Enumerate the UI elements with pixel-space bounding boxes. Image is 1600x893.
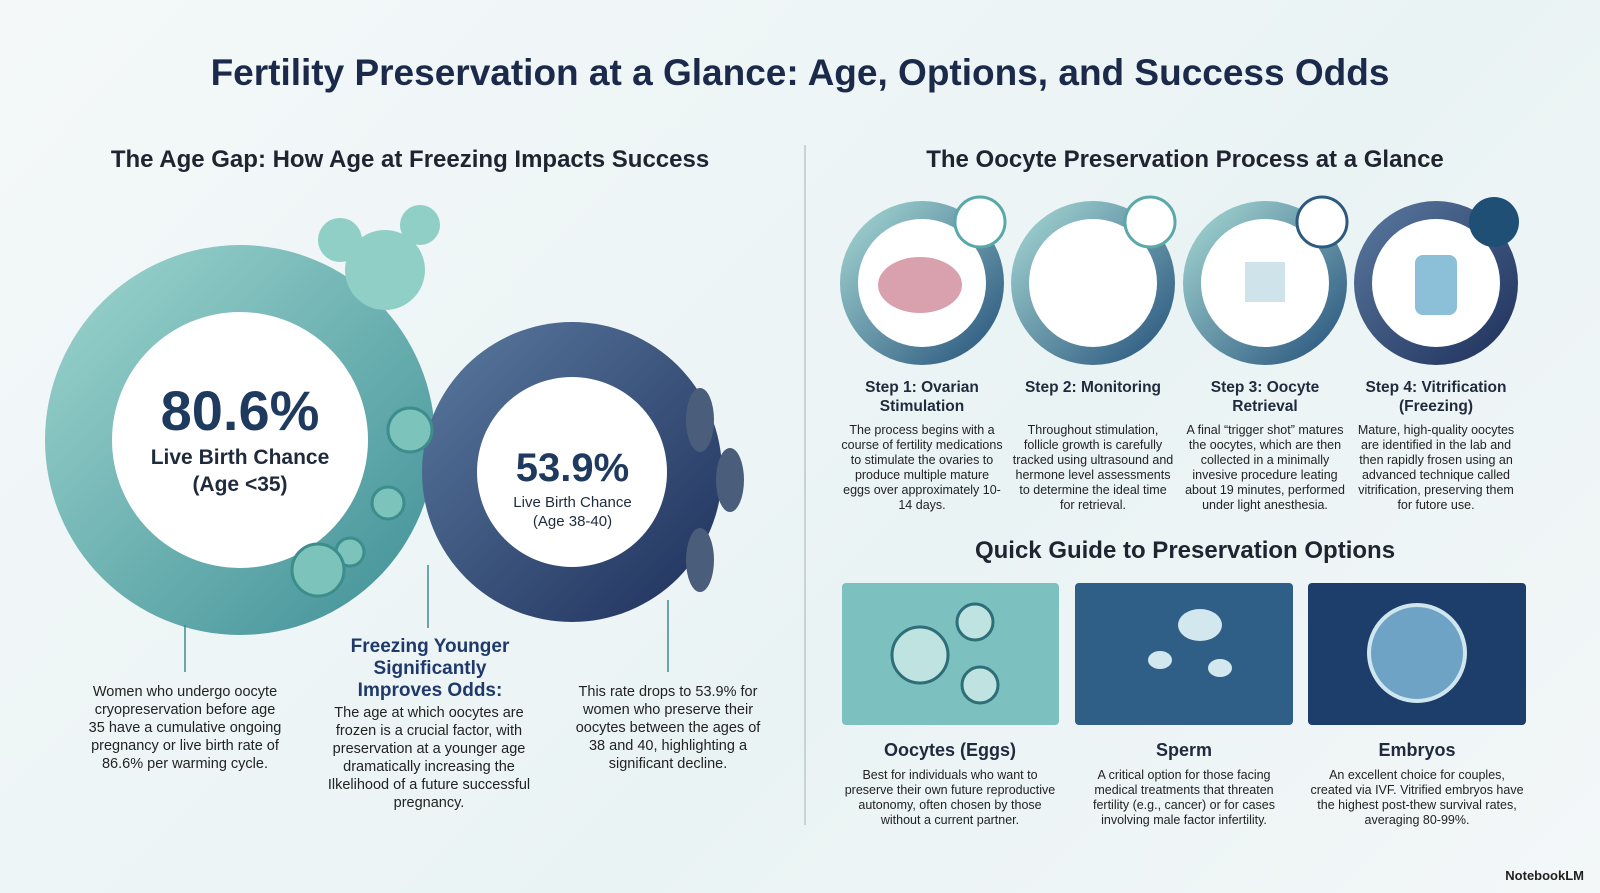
stat-label: Live Birth Chance xyxy=(150,446,330,469)
callout-lines xyxy=(184,565,669,672)
stat: 53.9% xyxy=(515,446,630,490)
step-title: Step 4: Vitrification (Freezing) xyxy=(1365,379,1507,415)
callout-text: The age at which oocytes are frozen is a… xyxy=(327,705,531,811)
callout-text: This rate drops to 53.9% for women who p… xyxy=(575,684,761,772)
option-name: Sperm xyxy=(1155,740,1213,760)
step-icons xyxy=(840,195,1519,365)
option-name: Embryos xyxy=(1378,740,1456,760)
section-heading: The Age Gap: How Age at Freezing Impacts… xyxy=(110,146,710,173)
title: Fertility Preservation at a Glance: Age,… xyxy=(210,52,1390,93)
step-text: Mature, high-quality oocytes are identif… xyxy=(1357,423,1515,512)
step-text: A final “trigger shot” matures the oocyt… xyxy=(1185,423,1345,512)
ring-inner xyxy=(477,377,667,567)
flower xyxy=(318,205,440,310)
step-text: The process begins with a course of fert… xyxy=(841,423,1003,512)
option-text: Best for individuals who want to preserv… xyxy=(844,768,1056,827)
stat: 80.6% xyxy=(160,379,320,442)
option-text: A critical option for those facing medic… xyxy=(1092,768,1275,827)
step-title: Step 3: Oocyte Retrieval xyxy=(1210,379,1320,415)
callout-heading: Freezing Younger Significantly Improves … xyxy=(350,636,510,701)
ring-inner xyxy=(112,312,368,568)
option-cards xyxy=(842,583,1526,725)
option-text: An excellent choice for couples, created… xyxy=(1310,768,1524,827)
stat-age: (Age 38-40) xyxy=(532,513,613,530)
stat-age: (Age <35) xyxy=(192,473,288,496)
leaves xyxy=(686,388,744,592)
option-name: Oocytes (Eggs) xyxy=(883,740,1017,760)
step-title: Step 1: Ovarian Stimulation xyxy=(865,379,979,415)
cells xyxy=(290,406,434,598)
step-title: Step 2: Monitoring xyxy=(1024,379,1162,396)
footer: NotebookLM xyxy=(1505,868,1584,883)
callout-text: Women who undergo oocyte cryopreservatio… xyxy=(88,684,282,772)
stat-label: Live Birth Chance xyxy=(513,494,632,511)
section-heading: The Oocyte Preservation Process at a Gla… xyxy=(926,146,1444,173)
step-text: Throughout stimulation, follicle growth … xyxy=(1012,423,1174,512)
section-heading: Quick Guide to Preservation Options xyxy=(974,537,1396,564)
